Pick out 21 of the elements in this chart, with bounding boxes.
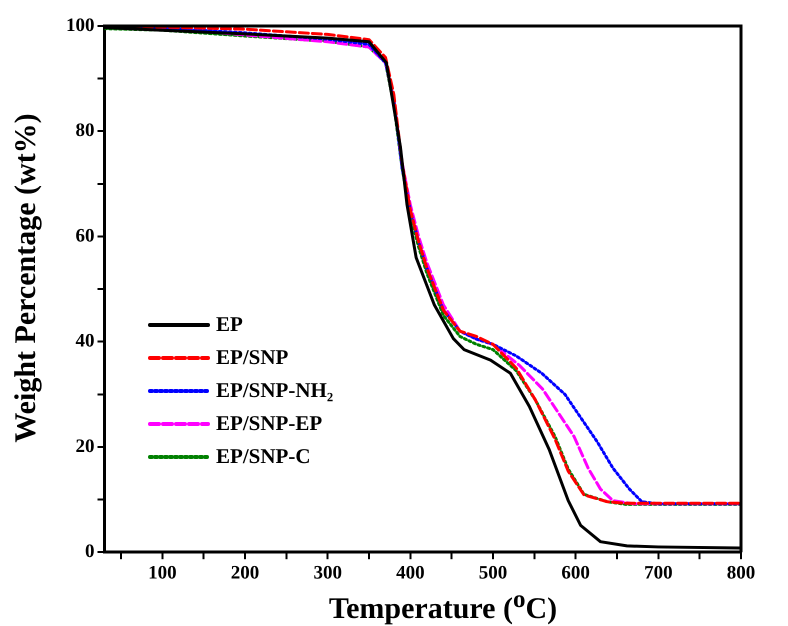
y-tick-label: 100 <box>66 14 94 36</box>
legend-label: EP/SNP-C <box>216 444 310 469</box>
y-tick-label: 20 <box>76 436 94 457</box>
x-tick-label: 800 <box>726 562 756 584</box>
y-tick-label: 40 <box>76 330 94 352</box>
x-tick-label: 600 <box>561 562 590 584</box>
y-tick-label: 80 <box>76 120 94 142</box>
y-tick-label: 60 <box>76 225 94 246</box>
x-tick-label: 700 <box>644 562 673 584</box>
y-tick-label: 0 <box>85 541 94 562</box>
x-tick-label: 500 <box>478 562 508 584</box>
x-tick-label: 100 <box>148 562 177 584</box>
x-tick-label: 400 <box>396 562 425 584</box>
legend-label: EP/SNP-NH₂ <box>216 378 334 403</box>
x-tick-label: 300 <box>313 562 342 584</box>
x-axis-title: Temperature ($^{o}$C) <box>328 586 558 626</box>
y-axis-title: Weight Percentage (wt%) <box>9 113 43 443</box>
legend-label: EP <box>216 312 243 337</box>
legend-label: EP/SNP-EP <box>216 411 322 436</box>
legend-label: EP/SNP <box>216 345 288 370</box>
x-tick-label: 200 <box>230 562 260 584</box>
